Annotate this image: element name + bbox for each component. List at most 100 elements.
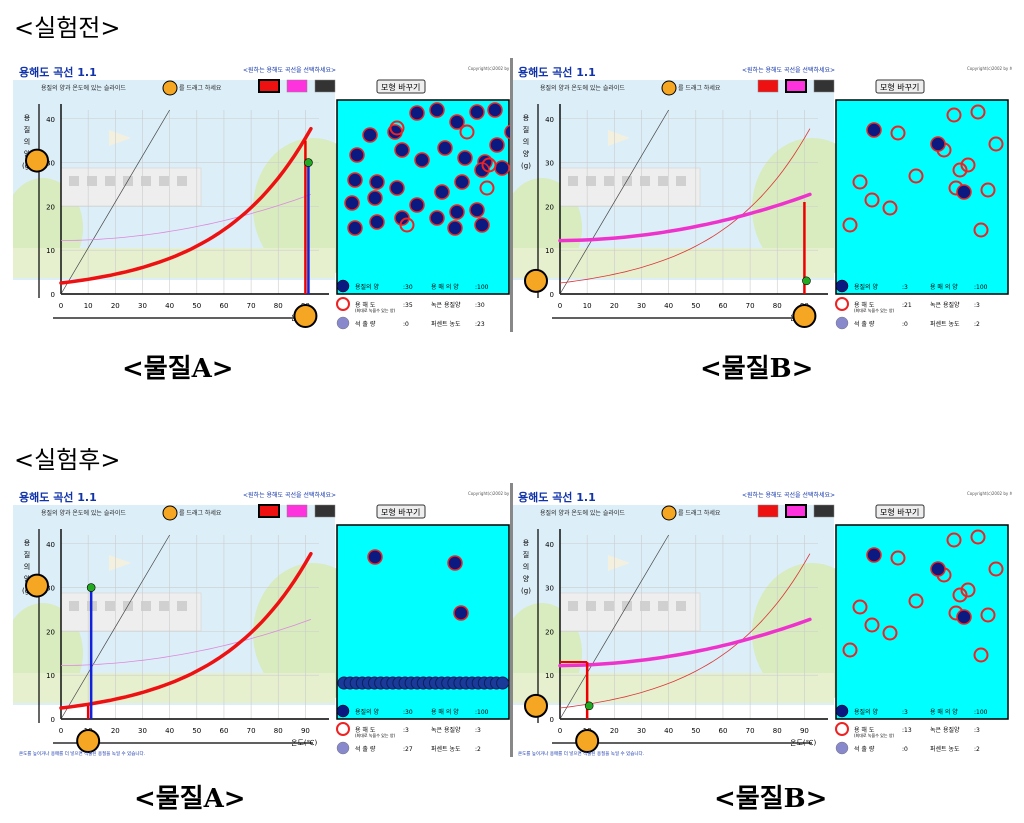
dissolved-solute-particle [487,102,503,118]
y-tick-label: 20 [46,203,55,211]
dissolved-solute-particle [367,190,383,206]
change-model-button[interactable]: 모형 바꾸기 [376,504,426,519]
red-curve-select-button[interactable] [258,504,280,518]
dissolved-solute-particle [369,174,385,190]
building-window [69,176,79,186]
curve-select-hint: <원하는 용해도 곡선을 선택하세요> [243,491,336,499]
change-model-button[interactable]: 모형 바꾸기 [875,504,925,519]
solute-legend-icon [336,279,350,293]
building-window [141,601,151,611]
solubility-legend-icon [336,297,350,311]
y-tick-label: 10 [46,672,55,680]
solute-amount-slider-knob[interactable] [25,573,49,598]
red-curve-select-button[interactable] [258,79,280,93]
solubility-value: :3 [403,727,409,734]
y-axis-label: 질 [24,551,30,559]
solubility-capacity-ring [960,582,976,598]
temperature-slider-knob[interactable] [792,304,817,328]
red-curve-select-button[interactable] [757,79,779,93]
y-tick-label: 0 [51,716,55,724]
solution-tank [835,524,1009,720]
magenta-curve-select-button[interactable] [286,504,308,518]
solubility-capacity-ring [973,222,989,238]
magenta-curve-select-button[interactable] [785,504,807,518]
flag-background [109,555,131,571]
black-curve-select-button[interactable] [813,504,835,518]
building-background [60,167,202,207]
solubility-capacity-ring [852,174,868,190]
precipitate-amount-label: 석 출 량 [355,745,376,753]
dissolved-solute-particle [362,127,378,143]
y-tick-label: 40 [46,116,55,124]
black-curve-select-button[interactable] [314,504,336,518]
copyright-text: Copyright(c)2002 by 최병기 [468,490,513,496]
solute-amount-slider-knob[interactable] [524,268,548,293]
temperature-slider-knob[interactable] [293,304,318,328]
dissolved-solute-particle [429,210,445,226]
section-after-title: <실험후> [14,446,121,474]
magenta-curve-select-button[interactable] [286,79,308,93]
change-model-button-frame[interactable] [875,504,925,519]
change-model-button-frame[interactable] [376,504,426,519]
solute-amount-slider-knob[interactable] [25,148,49,173]
drag-hint: 를 드래그 하세요 [678,509,721,517]
solute-marker [304,158,313,167]
change-model-button-label[interactable]: 모형 바꾸기 [381,82,420,92]
x-tick-label: 20 [111,727,120,735]
dissolved-solute-particle [866,122,882,138]
dissolved-solute-particle [347,220,363,236]
solubility-capacity-ring [980,182,996,198]
panel-divider-top [510,58,513,332]
panel-divider-bottom [510,483,513,757]
building-window [640,176,650,186]
x-tick-label: 0 [558,727,562,735]
y-tick-label: 30 [46,585,55,593]
building-window [177,176,187,186]
black-curve-select-button[interactable] [314,79,336,93]
solubility-curve [59,551,313,710]
x-tick-label: 40 [664,302,673,310]
x-tick-label: 50 [691,727,700,735]
solubility-capacity-ring [952,162,968,178]
red-curve-select-button[interactable] [757,504,779,518]
x-tick-label: 60 [718,302,727,310]
y-axis-label: 용 [24,114,31,122]
solute-amount-value: :3 [902,709,908,716]
solvent-value: :100 [475,709,489,716]
black-curve-select-button[interactable] [813,79,835,93]
dissolved-solute-particle [409,197,425,213]
solubility-capacity-ring [842,217,858,233]
precipitate-legend-icon [835,316,849,330]
dissolved-solute-particle [344,195,360,211]
building-window [658,176,668,186]
y-axis-label: 의 [523,137,529,146]
slider-hint: 용질의 양과 온도에 있는 슬라이드 [41,509,126,517]
dissolved-solute-particle [369,214,385,230]
solute-amount-slider-knob[interactable] [524,693,548,718]
y-tick-label: 10 [545,247,554,255]
y-tick-label: 0 [51,291,55,299]
temperature-slider-knob[interactable] [575,729,600,753]
reference-line [60,534,170,720]
precipitate-amount-value: :27 [403,746,413,753]
dissolved-solute-particle [474,217,490,233]
change-model-button-label[interactable]: 모형 바꾸기 [381,507,420,517]
magenta-curve-select-button[interactable] [785,79,807,93]
y-tick-label: 30 [545,160,554,168]
building-window [159,176,169,186]
precipitate-legend-icon [336,741,350,755]
change-model-button-frame[interactable] [875,79,925,94]
percent-label: 퍼센트 농도 [431,320,461,328]
dissolved-solute-particle [469,104,485,120]
solvent-value: :100 [974,284,988,291]
temperature-slider-knob[interactable] [76,729,101,753]
change-model-button[interactable]: 모형 바꾸기 [376,79,426,94]
change-model-button-frame[interactable] [376,79,426,94]
solubility-capacity-ring [988,561,1004,577]
solubility-capacity-ring [481,157,497,173]
x-tick-label: 50 [691,302,700,310]
y-tick-label: 0 [550,716,554,724]
change-model-button[interactable]: 모형 바꾸기 [875,79,925,94]
change-model-button-label[interactable]: 모형 바꾸기 [880,507,919,517]
change-model-button-label[interactable]: 모형 바꾸기 [880,82,919,92]
